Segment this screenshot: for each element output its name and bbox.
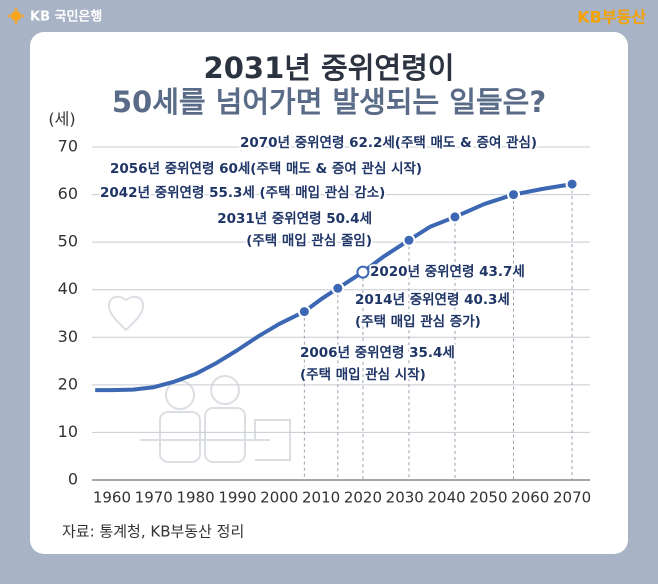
y-tick-label: 40 (58, 279, 78, 298)
y-axis-label: (세) (48, 110, 75, 129)
chart-title: 2031년 중위연령이 (204, 51, 455, 85)
annotation: (주택 매입 관심 증가) (355, 313, 481, 330)
marker (448, 210, 462, 224)
annotation: 2006년 중위연령 35.4세 (300, 345, 455, 361)
y-tick-label: 70 (58, 137, 78, 156)
annotation: 2070년 중위연령 62.2세(주택 매도 & 증여 관심) (240, 134, 537, 151)
chart-subtitle: 50세를 넘어가면 발생되는 일들은? (112, 85, 546, 119)
x-tick-label: 2020 (344, 489, 382, 507)
y-tick-label: 60 (58, 184, 78, 203)
logo-star (8, 8, 24, 24)
x-tick-label: 1970 (135, 489, 173, 507)
y-tick-label: 50 (58, 232, 78, 251)
marker (331, 281, 345, 295)
x-tick-label: 1960 (93, 489, 131, 507)
marker (297, 305, 311, 319)
annotation: 2020년 중위연령 43.7세 (370, 264, 525, 280)
annotation: 2014년 중위연령 40.3세 (355, 292, 510, 308)
annotation: (주택 매입 관심 줄임) (246, 232, 372, 249)
x-tick-label: 2070 (553, 489, 591, 507)
marker (565, 177, 579, 191)
x-tick-label: 2050 (469, 489, 507, 507)
x-tick-label: 1980 (176, 489, 214, 507)
marker (356, 265, 370, 279)
x-tick-label: 2040 (427, 489, 465, 507)
source: 자료: 통계청, KB부동산 정리 (62, 523, 244, 541)
x-tick-label: 2010 (302, 489, 340, 507)
marker (402, 233, 416, 247)
bank-logo: KB 국민은행 (30, 9, 102, 25)
x-tick-label: 2030 (386, 489, 424, 507)
annotation: 2042년 중위연령 55.3세 (주택 매입 관심 감소) (100, 184, 385, 201)
annotation: 2056년 중위연령 60세(주택 매도 & 증여 관심 시작) (110, 160, 422, 177)
marker (507, 188, 521, 202)
x-tick-label: 1990 (218, 489, 256, 507)
y-tick-label: 10 (58, 422, 78, 441)
annotation: 2031년 중위연령 50.4세 (217, 211, 372, 227)
x-tick-label: 2000 (260, 489, 298, 507)
brand-logo: KB부동산 (577, 8, 646, 27)
y-tick-label: 0 (68, 470, 78, 489)
y-tick-label: 30 (58, 327, 78, 346)
data-line (95, 182, 573, 393)
x-tick-label: 2060 (511, 489, 549, 507)
y-tick-label: 20 (58, 374, 78, 393)
annotation: (주택 매입 관심 시작) (300, 366, 426, 383)
